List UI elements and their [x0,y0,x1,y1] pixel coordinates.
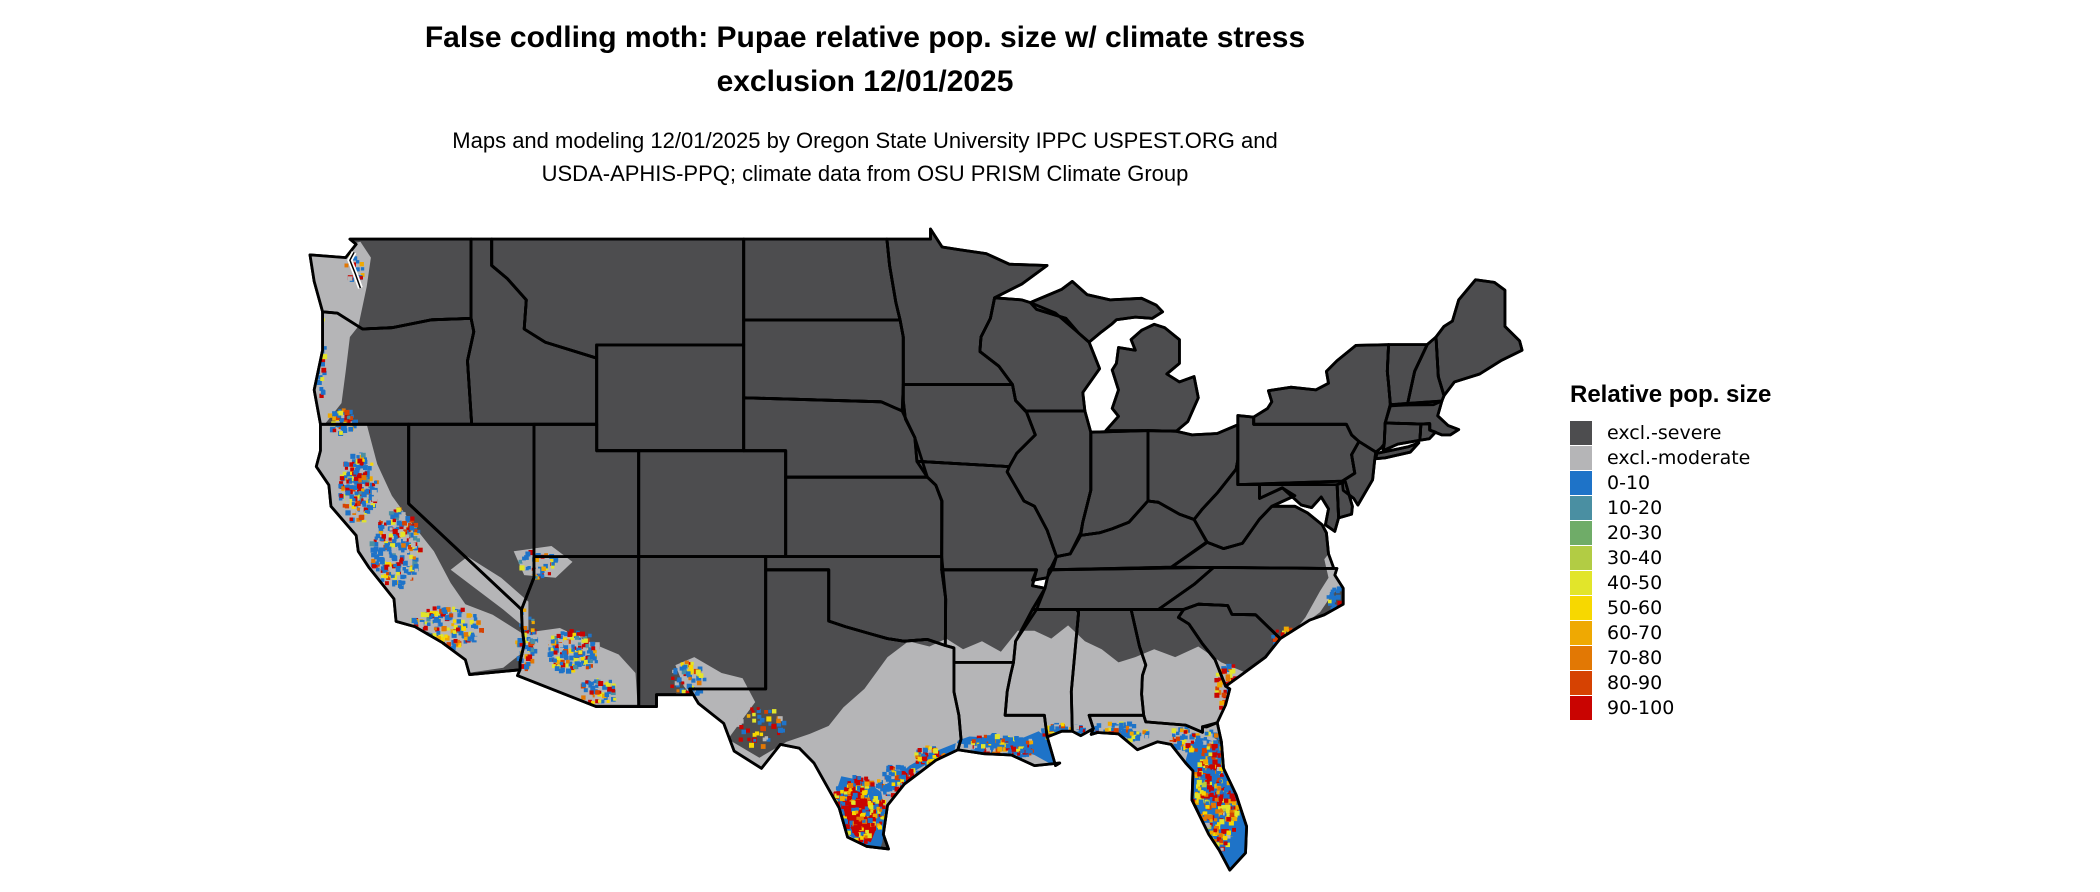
puget-sound [347,251,363,289]
figure-subtitle: Maps and modeling 12/01/2025 by Oregon S… [230,124,1500,190]
legend-items: excl.-severe excl.-moderate 0-10 10-20 20-30… [1570,420,1810,720]
legend-swatch [1570,570,1592,595]
legend-item-label: 30-40 [1607,546,1663,569]
map-legend: Relative pop. size excl.-severe excl.-mod… [1570,381,1810,720]
legend-item: 40-50 [1570,570,1810,595]
legend-item: 50-60 [1570,595,1810,620]
legend-item-label: 50-60 [1607,596,1663,619]
legend-swatch [1570,645,1592,670]
legend-item-label: excl.-moderate [1607,446,1751,469]
legend-swatch [1570,670,1592,695]
figure-subtitle-line2: USDA-APHIS-PPQ; climate data from OSU PR… [541,161,1189,186]
legend-item: 30-40 [1570,545,1810,570]
population-overlay [310,241,1349,869]
figure-title-line2: exclusion 12/01/2025 [716,65,1014,98]
legend-item: 70-80 [1570,645,1810,670]
legend-swatch [1570,420,1592,445]
legend-item: 10-20 [1570,495,1810,520]
legend-swatch [1570,470,1592,495]
legend-item: 0-10 [1570,470,1810,495]
legend-item-label: 0-10 [1607,471,1651,494]
legend-title: Relative pop. size [1570,381,1772,408]
figure-title-line1: False codling moth: Pupae relative pop. … [424,21,1306,54]
legend-item-label: 20-30 [1607,521,1663,544]
legend-swatch [1570,445,1592,470]
legend-swatch [1570,520,1592,545]
legend-item-label: 60-70 [1607,621,1663,644]
state-borders [308,227,1524,872]
legend-item-label: excl.-severe [1607,421,1722,444]
legend-item: 20-30 [1570,520,1810,545]
legend-swatch [1570,545,1592,570]
legend-item-label: 40-50 [1607,571,1663,594]
legend-item: excl.-severe [1570,420,1810,445]
legend-swatch [1570,695,1592,720]
legend-item: 80-90 [1570,670,1810,695]
legend-swatch [1570,620,1592,645]
legend-item-label: 80-90 [1607,671,1663,694]
legend-item: excl.-moderate [1570,445,1810,470]
legend-item: 60-70 [1570,620,1810,645]
legend-item-label: 90-100 [1607,696,1675,719]
legend-swatch [1570,495,1592,520]
figure-header: False codling moth: Pupae relative pop. … [230,16,1500,190]
legend-item-label: 10-20 [1607,496,1663,519]
legend-item: 90-100 [1570,695,1810,720]
figure-subtitle-line1: Maps and modeling 12/01/2025 by Oregon S… [452,128,1278,153]
legend-item-label: 70-80 [1607,646,1663,669]
legend-swatch [1570,595,1592,620]
